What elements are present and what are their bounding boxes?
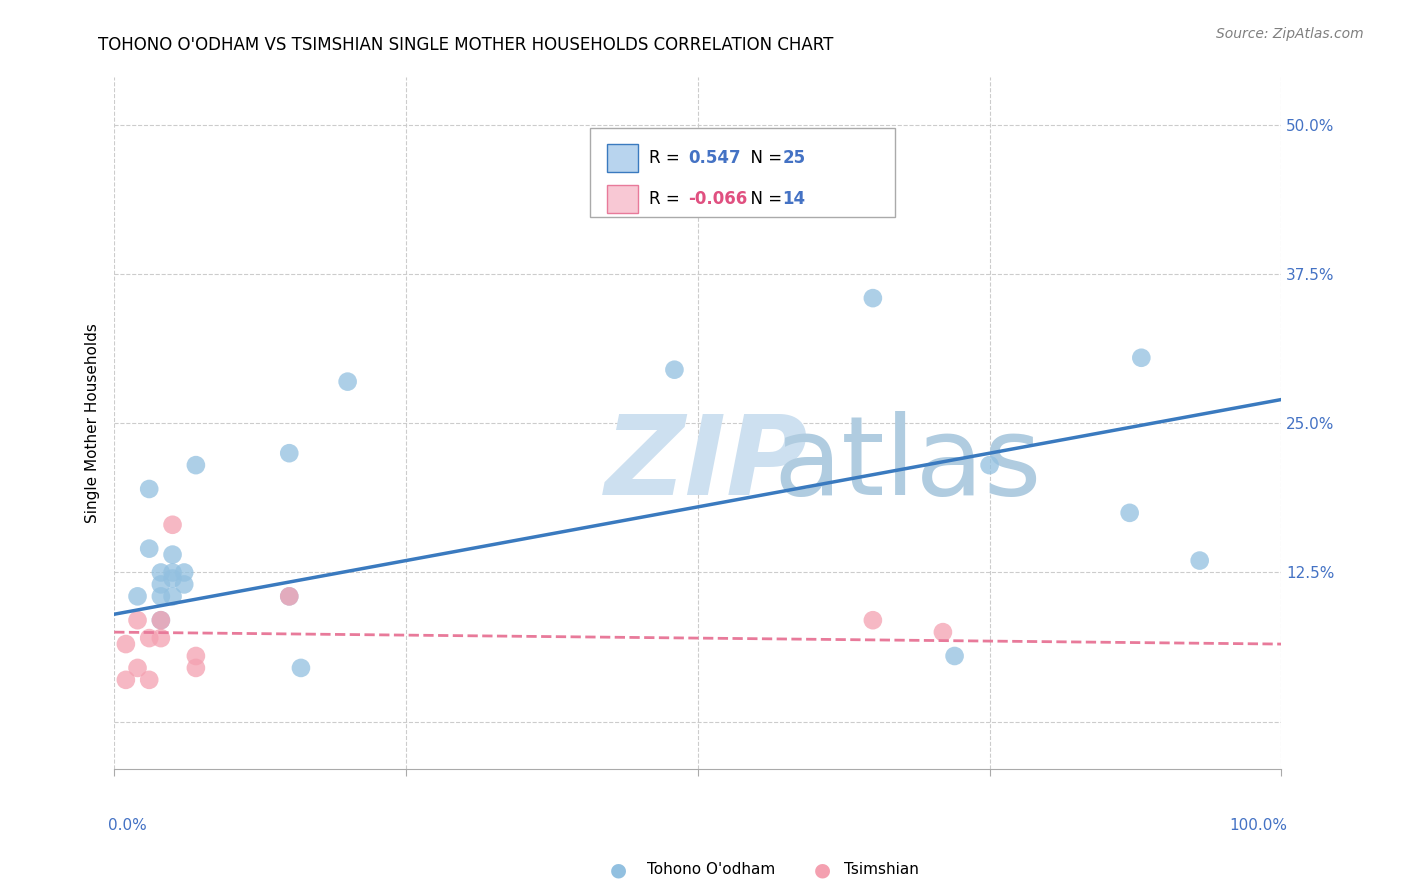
Text: -0.066: -0.066 bbox=[689, 190, 748, 208]
Point bbox=[336, 375, 359, 389]
Text: ZIP: ZIP bbox=[605, 411, 808, 518]
Point bbox=[173, 566, 195, 580]
Point bbox=[115, 637, 138, 651]
Point bbox=[149, 613, 172, 627]
Text: 0.547: 0.547 bbox=[689, 149, 741, 167]
Text: N =: N = bbox=[741, 190, 787, 208]
Point bbox=[149, 631, 172, 645]
Y-axis label: Single Mother Households: Single Mother Households bbox=[86, 324, 100, 524]
Point bbox=[149, 613, 172, 627]
Point bbox=[184, 458, 207, 472]
Text: 100.0%: 100.0% bbox=[1229, 818, 1288, 833]
Point bbox=[932, 625, 955, 640]
Text: 25: 25 bbox=[783, 149, 806, 167]
Text: TOHONO O'ODHAM VS TSIMSHIAN SINGLE MOTHER HOUSEHOLDS CORRELATION CHART: TOHONO O'ODHAM VS TSIMSHIAN SINGLE MOTHE… bbox=[98, 36, 834, 54]
Point bbox=[138, 631, 160, 645]
Point bbox=[149, 577, 172, 591]
Point bbox=[138, 673, 160, 687]
Text: ●: ● bbox=[610, 860, 627, 880]
Point bbox=[162, 571, 184, 585]
Point bbox=[979, 458, 1001, 472]
Point bbox=[162, 590, 184, 604]
Point bbox=[149, 590, 172, 604]
Text: 0.0%: 0.0% bbox=[108, 818, 148, 833]
Point bbox=[127, 590, 149, 604]
Point bbox=[278, 590, 301, 604]
Text: R =: R = bbox=[650, 149, 685, 167]
Text: Source: ZipAtlas.com: Source: ZipAtlas.com bbox=[1216, 27, 1364, 41]
Point bbox=[862, 291, 884, 305]
Point bbox=[943, 648, 966, 663]
Text: Tohono O'odham: Tohono O'odham bbox=[647, 863, 775, 877]
Point bbox=[290, 661, 312, 675]
Point bbox=[115, 673, 138, 687]
Text: Tsimshian: Tsimshian bbox=[844, 863, 918, 877]
Point bbox=[127, 661, 149, 675]
Point bbox=[173, 577, 195, 591]
Point bbox=[138, 541, 160, 556]
Point bbox=[278, 590, 301, 604]
Point bbox=[1188, 553, 1211, 567]
Text: R =: R = bbox=[650, 190, 685, 208]
Text: 14: 14 bbox=[783, 190, 806, 208]
Point bbox=[127, 613, 149, 627]
Point bbox=[162, 548, 184, 562]
Point bbox=[184, 648, 207, 663]
Point bbox=[138, 482, 160, 496]
Point bbox=[1130, 351, 1153, 365]
Point bbox=[149, 566, 172, 580]
Point bbox=[862, 613, 884, 627]
Point bbox=[184, 661, 207, 675]
Point bbox=[278, 446, 301, 460]
Text: ●: ● bbox=[814, 860, 831, 880]
Point bbox=[162, 517, 184, 532]
Text: atlas: atlas bbox=[773, 411, 1042, 518]
Text: N =: N = bbox=[741, 149, 787, 167]
Point bbox=[1118, 506, 1140, 520]
Point bbox=[664, 362, 686, 376]
Point bbox=[162, 566, 184, 580]
